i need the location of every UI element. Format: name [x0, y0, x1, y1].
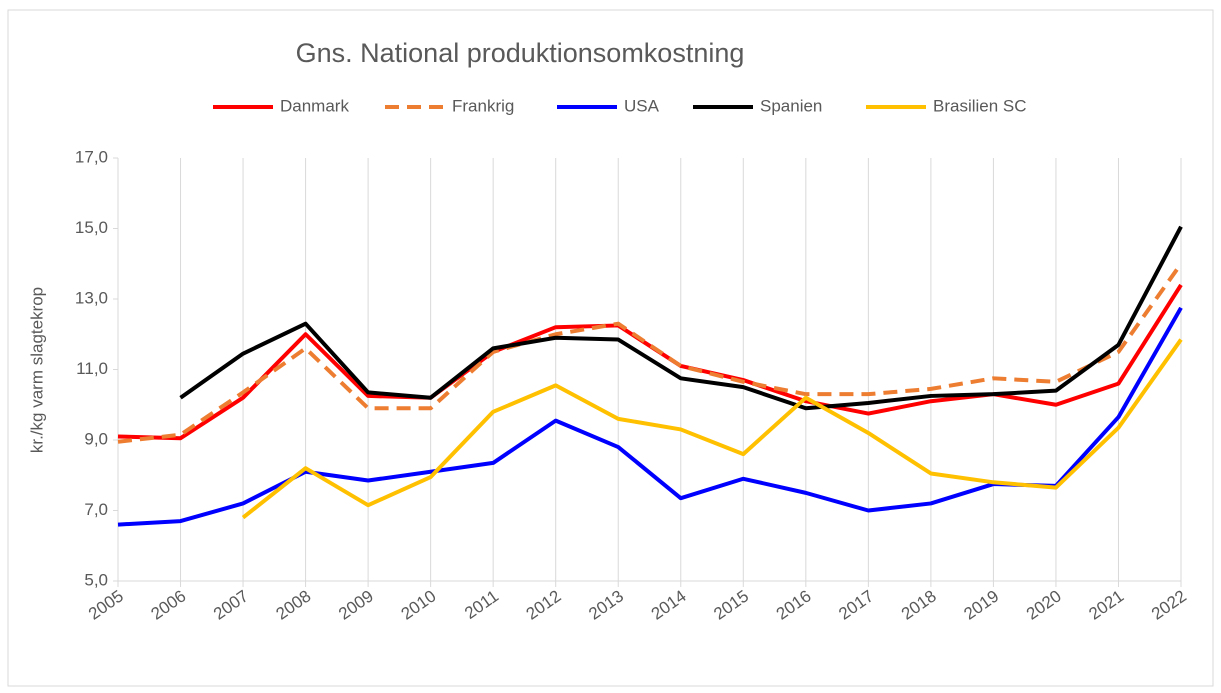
series-line [117, 262, 1183, 444]
y-tick-label: 17,0 [75, 147, 108, 166]
chart-title: Gns. National produktionsomkostning [296, 38, 745, 68]
y-tick-label: 5,0 [84, 570, 108, 589]
legend-label: Danmark [280, 96, 349, 115]
legend-label: Brasilien SC [933, 96, 1027, 115]
y-tick-label: 9,0 [84, 429, 108, 448]
y-axis-title: kr./kg varm slagtekrop [27, 287, 46, 453]
series-line [117, 283, 1183, 441]
y-tick-label: 11,0 [76, 359, 108, 378]
y-tick-label: 13,0 [75, 288, 108, 307]
legend-label: Spanien [760, 96, 822, 115]
y-tick-label: 7,0 [84, 500, 108, 519]
legend-label: Frankrig [452, 96, 514, 115]
y-tick-label: 15,0 [75, 218, 108, 237]
series-line [179, 225, 1183, 411]
chart-border [7, 9, 1214, 687]
series-line [241, 338, 1183, 520]
legend-label: USA [624, 96, 660, 115]
